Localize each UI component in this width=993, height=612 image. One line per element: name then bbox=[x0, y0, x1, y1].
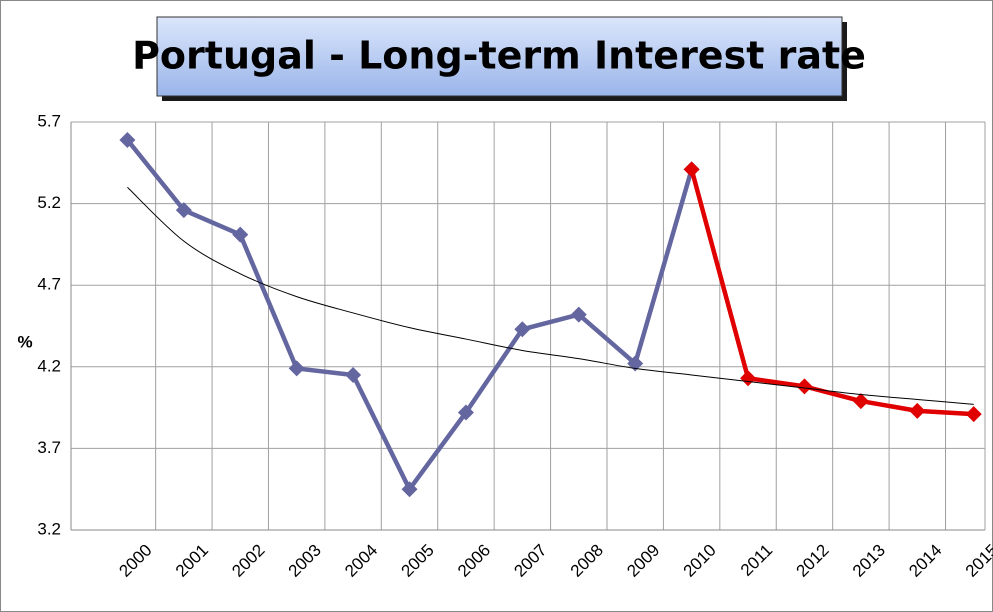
data-point bbox=[514, 321, 531, 338]
data-point bbox=[288, 360, 305, 377]
data-point bbox=[175, 202, 192, 219]
data-point bbox=[570, 306, 587, 323]
y-tick-label: 4.2 bbox=[37, 356, 61, 375]
data-point bbox=[401, 481, 418, 498]
chart-title: Portugal - Long-term Interest rate bbox=[132, 34, 866, 78]
y-tick-label: 3.7 bbox=[37, 438, 61, 457]
y-tick-label: 5.2 bbox=[37, 193, 61, 212]
data-point bbox=[909, 402, 926, 419]
data-point bbox=[683, 161, 700, 178]
data-point bbox=[796, 378, 813, 395]
title-box bbox=[156, 16, 843, 97]
data-point bbox=[345, 366, 362, 383]
y-axis-label: % bbox=[17, 332, 32, 351]
y-tick-label: 5.7 bbox=[37, 111, 61, 130]
data-point bbox=[965, 406, 982, 423]
data-point bbox=[852, 393, 869, 410]
data-point bbox=[232, 226, 249, 243]
trendline bbox=[127, 186, 974, 405]
y-tick-label: 3.2 bbox=[37, 519, 61, 538]
data-point bbox=[119, 131, 136, 148]
data-point bbox=[457, 404, 474, 421]
y-tick-label: 4.7 bbox=[37, 275, 61, 294]
series-line bbox=[689, 168, 974, 417]
